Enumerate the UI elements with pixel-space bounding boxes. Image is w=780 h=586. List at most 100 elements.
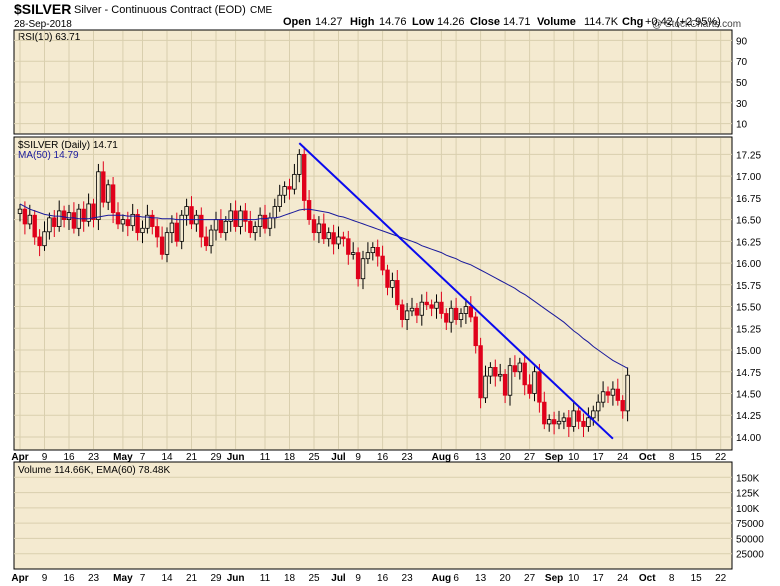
candle	[106, 179, 111, 211]
candle	[336, 226, 341, 250]
symbol-description: Silver - Continuous Contract (EOD)	[74, 4, 246, 16]
candle	[414, 303, 420, 324]
candle	[576, 405, 581, 430]
candle	[605, 386, 611, 404]
date-tick-label: 23	[88, 452, 100, 463]
candles	[17, 146, 630, 437]
candle	[448, 300, 454, 333]
candle	[228, 203, 233, 232]
candle	[355, 247, 361, 287]
candle	[532, 366, 537, 402]
date-tick-label: 27	[524, 573, 536, 584]
date-tick-label: Aug	[432, 452, 451, 463]
candle	[591, 405, 596, 426]
candle	[527, 374, 532, 399]
symbol-title: $SILVER	[14, 1, 71, 17]
price-tick-label: 15.00	[736, 346, 761, 357]
candle	[184, 198, 189, 226]
candle	[120, 214, 126, 232]
candle	[473, 311, 478, 354]
rsi-tick-label: 10	[736, 120, 748, 131]
candle	[507, 357, 513, 406]
date-tick-label: 20	[500, 452, 512, 463]
candle	[429, 299, 434, 317]
open-label: Open	[283, 16, 311, 28]
rsi-grid: 90 70 50 30 10	[14, 36, 748, 131]
rsi-tick-label: 50	[736, 78, 748, 89]
date-tick-label: 9	[42, 573, 48, 584]
candle	[203, 226, 209, 251]
date-tick-label: 27	[524, 452, 536, 463]
candle	[257, 207, 263, 237]
candle	[311, 214, 317, 241]
date-tick-label: 14	[161, 573, 173, 584]
price-panel: 17.25 17.00 16.75 16.50 16.25 16.00 15.75 15.50…	[13, 31, 761, 568]
candle	[135, 209, 140, 241]
price-tick-label: 17.00	[736, 172, 761, 183]
candle	[483, 365, 488, 404]
date-tick-label: 10	[568, 452, 580, 463]
candle	[292, 163, 297, 195]
candle	[164, 227, 170, 263]
date-tick-label: 16	[377, 573, 389, 584]
date-tick-label: 10	[568, 573, 580, 584]
date-tick-label: 11	[260, 573, 271, 584]
chg-value: +0.42 (+2.95%)	[645, 16, 721, 28]
downtrend-line	[298, 142, 614, 440]
candle	[395, 270, 400, 311]
candle	[96, 163, 101, 231]
low-label: Low	[412, 16, 434, 28]
date-tick-label: 29	[210, 452, 222, 463]
date-tick-label: May	[113, 452, 133, 463]
candle	[331, 224, 336, 255]
candle	[297, 149, 302, 183]
price-tick-label: 15.75	[736, 281, 761, 292]
candle	[424, 291, 429, 311]
date-tick-label: 16	[63, 573, 75, 584]
candle	[586, 407, 591, 432]
date-tick-label: 13	[475, 573, 487, 584]
chg-label: Chg	[622, 16, 643, 28]
low-value: 14.26	[437, 16, 465, 28]
candle	[154, 218, 160, 248]
date-tick-label: Jul	[331, 452, 346, 463]
candle	[512, 355, 518, 377]
candle	[620, 395, 625, 419]
candle	[542, 391, 547, 430]
candle	[561, 412, 567, 430]
date-tick-label: 9	[42, 452, 48, 463]
volume-tick-label: 100K	[736, 504, 760, 515]
date-tick-label: Sep	[545, 573, 563, 584]
candle	[316, 216, 322, 244]
date-tick-label: 11	[260, 452, 271, 463]
rsi-tick-label: 70	[736, 57, 748, 68]
candle	[306, 190, 312, 225]
rsi-tick-label: 90	[736, 36, 748, 47]
date-tick-label: 18	[284, 452, 296, 463]
candle	[208, 224, 214, 254]
candle	[600, 381, 606, 408]
candle	[37, 229, 42, 257]
candle	[517, 357, 522, 380]
candle	[409, 297, 415, 317]
candle	[478, 337, 483, 409]
candle	[581, 413, 586, 437]
candle	[243, 203, 248, 232]
candle	[140, 220, 145, 244]
candle	[32, 210, 37, 245]
date-tick-label: 13	[475, 452, 487, 463]
ma-legend: MA(50) 14.79	[18, 150, 79, 161]
candle	[321, 213, 326, 244]
date-tick-label: 17	[593, 452, 605, 463]
candle	[101, 161, 106, 208]
candle	[551, 411, 557, 435]
candle	[350, 242, 356, 260]
rsi-tick-label: 30	[736, 99, 748, 110]
date-tick-label: 18	[284, 573, 296, 584]
date-tick-label: 29	[210, 573, 222, 584]
candle	[52, 210, 57, 237]
ma50-line	[19, 203, 628, 369]
volume-legend: Volume 114.66K, EMA(60) 78.48K	[18, 465, 170, 476]
candle	[488, 362, 493, 384]
